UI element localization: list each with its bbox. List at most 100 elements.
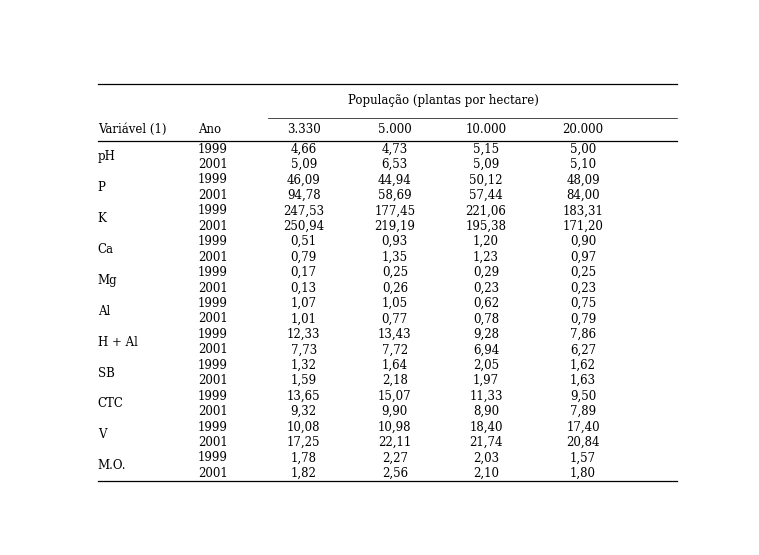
Text: 2,18: 2,18 bbox=[382, 374, 408, 387]
Text: 9,32: 9,32 bbox=[291, 405, 317, 418]
Text: 4,73: 4,73 bbox=[382, 143, 408, 155]
Text: SB: SB bbox=[98, 366, 115, 380]
Text: 10,98: 10,98 bbox=[378, 421, 411, 433]
Text: Ano: Ano bbox=[198, 123, 221, 136]
Text: 7,89: 7,89 bbox=[570, 405, 596, 418]
Text: 0,79: 0,79 bbox=[570, 312, 597, 325]
Text: 2001: 2001 bbox=[198, 251, 228, 264]
Text: 2001: 2001 bbox=[198, 436, 228, 449]
Text: 1999: 1999 bbox=[198, 235, 228, 248]
Text: Ca: Ca bbox=[98, 243, 114, 256]
Text: 0,29: 0,29 bbox=[473, 266, 499, 279]
Text: 2001: 2001 bbox=[198, 374, 228, 387]
Text: 94,78: 94,78 bbox=[287, 189, 320, 202]
Text: 1,35: 1,35 bbox=[382, 251, 408, 264]
Text: 1,82: 1,82 bbox=[291, 467, 317, 480]
Text: 21,74: 21,74 bbox=[469, 436, 502, 449]
Text: 171,20: 171,20 bbox=[562, 220, 603, 233]
Text: 44,94: 44,94 bbox=[378, 174, 411, 186]
Text: 2001: 2001 bbox=[198, 312, 228, 325]
Text: M.O.: M.O. bbox=[98, 459, 126, 472]
Text: 9,50: 9,50 bbox=[570, 390, 597, 403]
Text: 84,00: 84,00 bbox=[566, 189, 600, 202]
Text: Al: Al bbox=[98, 305, 110, 318]
Text: V: V bbox=[98, 428, 106, 441]
Text: 2,03: 2,03 bbox=[473, 451, 499, 465]
Text: 1,63: 1,63 bbox=[570, 374, 596, 387]
Text: 0,77: 0,77 bbox=[382, 312, 408, 325]
Text: 0,93: 0,93 bbox=[382, 235, 408, 248]
Text: 5,09: 5,09 bbox=[291, 158, 317, 171]
Text: 1999: 1999 bbox=[198, 174, 228, 186]
Text: 10,08: 10,08 bbox=[287, 421, 320, 433]
Text: 6,53: 6,53 bbox=[382, 158, 408, 171]
Text: 20,84: 20,84 bbox=[566, 436, 600, 449]
Text: P: P bbox=[98, 181, 106, 194]
Text: 0,90: 0,90 bbox=[570, 235, 597, 248]
Text: 0,13: 0,13 bbox=[291, 281, 317, 295]
Text: 1,32: 1,32 bbox=[291, 359, 317, 372]
Text: H + Al: H + Al bbox=[98, 336, 137, 349]
Text: K: K bbox=[98, 212, 107, 225]
Text: 0,79: 0,79 bbox=[291, 251, 317, 264]
Text: 250,94: 250,94 bbox=[283, 220, 324, 233]
Text: 5.000: 5.000 bbox=[378, 123, 411, 136]
Text: 183,31: 183,31 bbox=[562, 204, 603, 218]
Text: 8,90: 8,90 bbox=[473, 405, 499, 418]
Text: 13,43: 13,43 bbox=[378, 328, 411, 341]
Text: pH: pH bbox=[98, 150, 115, 163]
Text: 20.000: 20.000 bbox=[562, 123, 603, 136]
Text: 177,45: 177,45 bbox=[374, 204, 415, 218]
Text: 2001: 2001 bbox=[198, 344, 228, 356]
Text: 13,65: 13,65 bbox=[287, 390, 320, 403]
Text: 2,27: 2,27 bbox=[382, 451, 408, 465]
Text: 17,25: 17,25 bbox=[287, 436, 320, 449]
Text: 50,12: 50,12 bbox=[469, 174, 502, 186]
Text: 2001: 2001 bbox=[198, 467, 228, 480]
Text: 1,07: 1,07 bbox=[291, 297, 317, 310]
Text: 0,51: 0,51 bbox=[291, 235, 317, 248]
Text: 0,25: 0,25 bbox=[382, 266, 408, 279]
Text: Mg: Mg bbox=[98, 274, 118, 287]
Text: 18,40: 18,40 bbox=[469, 421, 502, 433]
Text: 195,38: 195,38 bbox=[465, 220, 506, 233]
Text: 9,90: 9,90 bbox=[382, 405, 408, 418]
Text: 1999: 1999 bbox=[198, 359, 228, 372]
Text: 1,80: 1,80 bbox=[570, 467, 596, 480]
Text: 5,10: 5,10 bbox=[570, 158, 596, 171]
Text: 3.330: 3.330 bbox=[287, 123, 320, 136]
Text: 2001: 2001 bbox=[198, 220, 228, 233]
Text: 1,05: 1,05 bbox=[382, 297, 408, 310]
Text: 7,73: 7,73 bbox=[291, 344, 317, 356]
Text: 0,23: 0,23 bbox=[473, 281, 499, 295]
Text: 2,10: 2,10 bbox=[473, 467, 499, 480]
Text: 22,11: 22,11 bbox=[378, 436, 411, 449]
Text: 0,62: 0,62 bbox=[473, 297, 499, 310]
Text: 1,23: 1,23 bbox=[473, 251, 499, 264]
Text: 5,00: 5,00 bbox=[570, 143, 597, 155]
Text: 2001: 2001 bbox=[198, 281, 228, 295]
Text: 1999: 1999 bbox=[198, 451, 228, 465]
Text: 6,94: 6,94 bbox=[473, 344, 499, 356]
Text: 1,01: 1,01 bbox=[291, 312, 317, 325]
Text: 4,66: 4,66 bbox=[291, 143, 317, 155]
Text: 17,40: 17,40 bbox=[566, 421, 600, 433]
Text: 1999: 1999 bbox=[198, 297, 228, 310]
Text: 10.000: 10.000 bbox=[465, 123, 506, 136]
Text: 2001: 2001 bbox=[198, 405, 228, 418]
Text: 5,15: 5,15 bbox=[473, 143, 499, 155]
Text: 46,09: 46,09 bbox=[287, 174, 320, 186]
Text: 2,56: 2,56 bbox=[382, 467, 408, 480]
Text: 1999: 1999 bbox=[198, 204, 228, 218]
Text: Variável (1): Variável (1) bbox=[98, 123, 166, 136]
Text: 1,59: 1,59 bbox=[291, 374, 317, 387]
Text: 0,97: 0,97 bbox=[570, 251, 597, 264]
Text: 0,17: 0,17 bbox=[291, 266, 317, 279]
Text: 2,05: 2,05 bbox=[473, 359, 499, 372]
Text: 11,33: 11,33 bbox=[469, 390, 502, 403]
Text: 1,78: 1,78 bbox=[291, 451, 317, 465]
Text: 57,44: 57,44 bbox=[469, 189, 503, 202]
Text: 58,69: 58,69 bbox=[378, 189, 411, 202]
Text: 7,86: 7,86 bbox=[570, 328, 596, 341]
Text: 15,07: 15,07 bbox=[378, 390, 411, 403]
